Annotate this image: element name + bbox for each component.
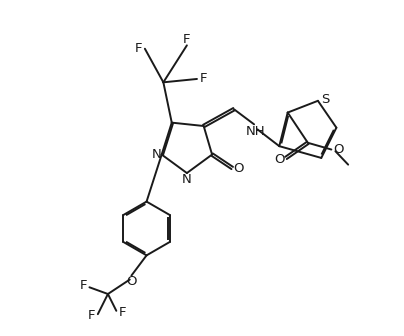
Text: F: F xyxy=(199,73,207,85)
Text: F: F xyxy=(88,309,95,322)
Text: O: O xyxy=(233,162,244,174)
Text: O: O xyxy=(275,153,285,166)
Text: O: O xyxy=(126,275,137,288)
Text: F: F xyxy=(80,279,87,292)
Text: N: N xyxy=(152,148,162,161)
Text: F: F xyxy=(183,33,191,46)
Text: NH: NH xyxy=(246,125,265,138)
Text: O: O xyxy=(333,143,344,156)
Text: F: F xyxy=(135,42,143,55)
Text: S: S xyxy=(321,93,330,106)
Text: F: F xyxy=(119,306,126,319)
Text: N: N xyxy=(182,173,192,186)
